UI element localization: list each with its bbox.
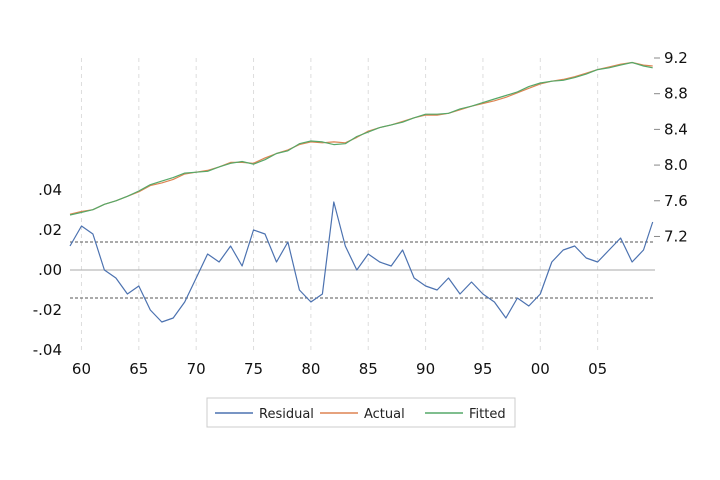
- x-tick-label: 70: [187, 360, 206, 378]
- left-tick-label: .02: [38, 221, 62, 239]
- x-tick-label: 80: [301, 360, 320, 378]
- series-residual-line: [69, 201, 654, 323]
- right-tick-label: 8.8: [664, 85, 688, 103]
- x-tick-label: 60: [72, 360, 91, 378]
- right-tick-label: 8.0: [664, 156, 688, 174]
- legend: Residual Actual Fitted: [206, 397, 516, 428]
- left-tick-label: -.02: [33, 301, 62, 319]
- x-tick-label: 85: [359, 360, 378, 378]
- series-lines: [69, 61, 654, 323]
- x-tick-label: 05: [588, 360, 607, 378]
- residual-reference-lines: [70, 241, 655, 299]
- x-tick-label: 65: [129, 360, 148, 378]
- left-tick-label: .04: [38, 181, 62, 199]
- x-tick-label: 95: [473, 360, 492, 378]
- legend-label-actual: Actual: [364, 407, 405, 422]
- left-axis-ticks: .04 .02 .00 -.02 -.04: [33, 181, 62, 359]
- vertical-gridlines: [80, 58, 599, 350]
- right-tick-label: 9.2: [664, 49, 688, 67]
- right-axis-ticks: 9.2 8.8 8.4 8.0 7.6 7.2: [654, 49, 688, 245]
- x-axis-ticks: 60 65 70 75 80 85 90 95 00 05: [72, 360, 607, 378]
- left-tick-label: -.04: [33, 341, 62, 359]
- left-tick-label: .00: [38, 261, 62, 279]
- legend-label-residual: Residual: [259, 407, 314, 422]
- x-tick-label: 00: [531, 360, 550, 378]
- series-actual-line: [69, 61, 653, 215]
- right-tick-label: 8.4: [664, 120, 688, 138]
- right-tick-label: 7.6: [664, 192, 688, 210]
- legend-label-fitted: Fitted: [469, 407, 506, 422]
- legend-box: [206, 397, 516, 428]
- series-fitted-line: [69, 61, 653, 216]
- x-tick-label: 90: [416, 360, 435, 378]
- x-tick-label: 75: [244, 360, 263, 378]
- right-tick-label: 7.2: [664, 227, 688, 245]
